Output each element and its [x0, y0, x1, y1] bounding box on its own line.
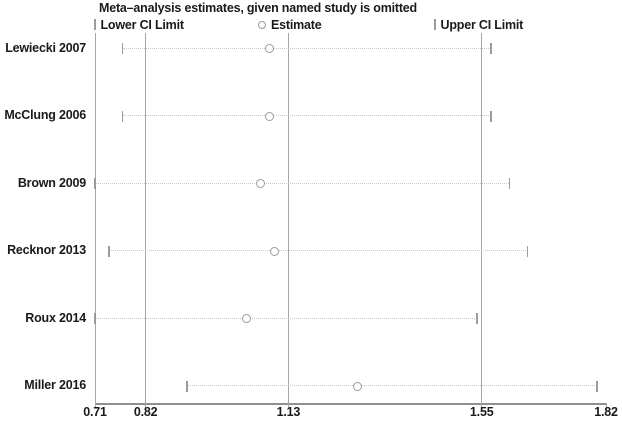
x-axis-tick-1.82: [605, 403, 607, 408]
study-label: Recknor 2013: [7, 243, 86, 257]
estimate-marker: [265, 44, 275, 53]
legend-label-lower-ci: Lower CI Limit: [100, 17, 185, 32]
gridline-x-1.13: [287, 33, 289, 408]
study-label: Brown 2009: [17, 175, 86, 190]
x-tick-label: 1.82: [594, 405, 618, 419]
lower-ci-tick: [108, 245, 110, 257]
upper-ci-tick: [490, 110, 492, 122]
estimate-marker: [265, 111, 275, 121]
legend-item-estimate: Estimate: [258, 17, 322, 32]
ci-line: [122, 47, 491, 49]
study-label: Miller 2016: [24, 378, 86, 392]
ci-line: [108, 250, 528, 252]
estimate-marker: [242, 314, 252, 323]
lower-ci-tick: [121, 110, 124, 122]
lower-ci-tick: [94, 313, 96, 324]
x-axis-tick-0.82: [145, 403, 147, 408]
legend-label-estimate: Estimate: [271, 17, 322, 32]
estimate-marker: [352, 381, 362, 391]
study-label: McClung 2006: [4, 108, 86, 122]
legend-item-upper-ci: Upper CI Limit: [434, 17, 523, 32]
upper-ci-tick: [476, 313, 478, 324]
chart-title: Meta–analysis estimates, given named stu…: [99, 1, 417, 15]
x-tick-label: 0.82: [133, 405, 158, 419]
lower-ci-tick-icon: [94, 19, 96, 30]
legend-item-lower-ci: Lower CI Limit: [94, 17, 184, 32]
gridline-x-0.71: [94, 33, 96, 408]
lower-ci-tick: [121, 43, 124, 54]
x-tick-label: 0.71: [83, 405, 107, 419]
upper-ci-tick: [596, 380, 598, 392]
x-axis-line: [95, 403, 607, 405]
x-axis-tick-1.13: [287, 403, 289, 408]
lower-ci-tick: [94, 178, 96, 189]
ci-line: [122, 115, 491, 117]
estimate-marker: [270, 246, 280, 256]
study-label: Lewiecki 2007: [5, 40, 86, 55]
upper-ci-tick-icon: [434, 19, 436, 30]
x-axis-tick-0.71: [94, 403, 96, 408]
upper-ci-tick: [526, 245, 529, 257]
gridline-x-0.82: [145, 33, 147, 408]
study-label: Roux 2014: [25, 310, 86, 325]
upper-ci-tick: [490, 43, 492, 54]
ci-line: [95, 182, 510, 184]
x-tick-label: 1.13: [276, 405, 301, 419]
x-axis-tick-1.55: [481, 403, 483, 408]
ci-line: [95, 317, 478, 319]
estimate-circle-icon: [258, 20, 266, 29]
x-tick-label: 1.55: [469, 405, 494, 419]
legend-label-upper-ci: Upper CI Limit: [440, 17, 524, 32]
ci-line: [187, 385, 597, 387]
estimate-marker: [256, 179, 266, 188]
lower-ci-tick: [186, 380, 188, 392]
upper-ci-tick: [508, 178, 511, 189]
gridline-x-1.55: [481, 33, 483, 408]
